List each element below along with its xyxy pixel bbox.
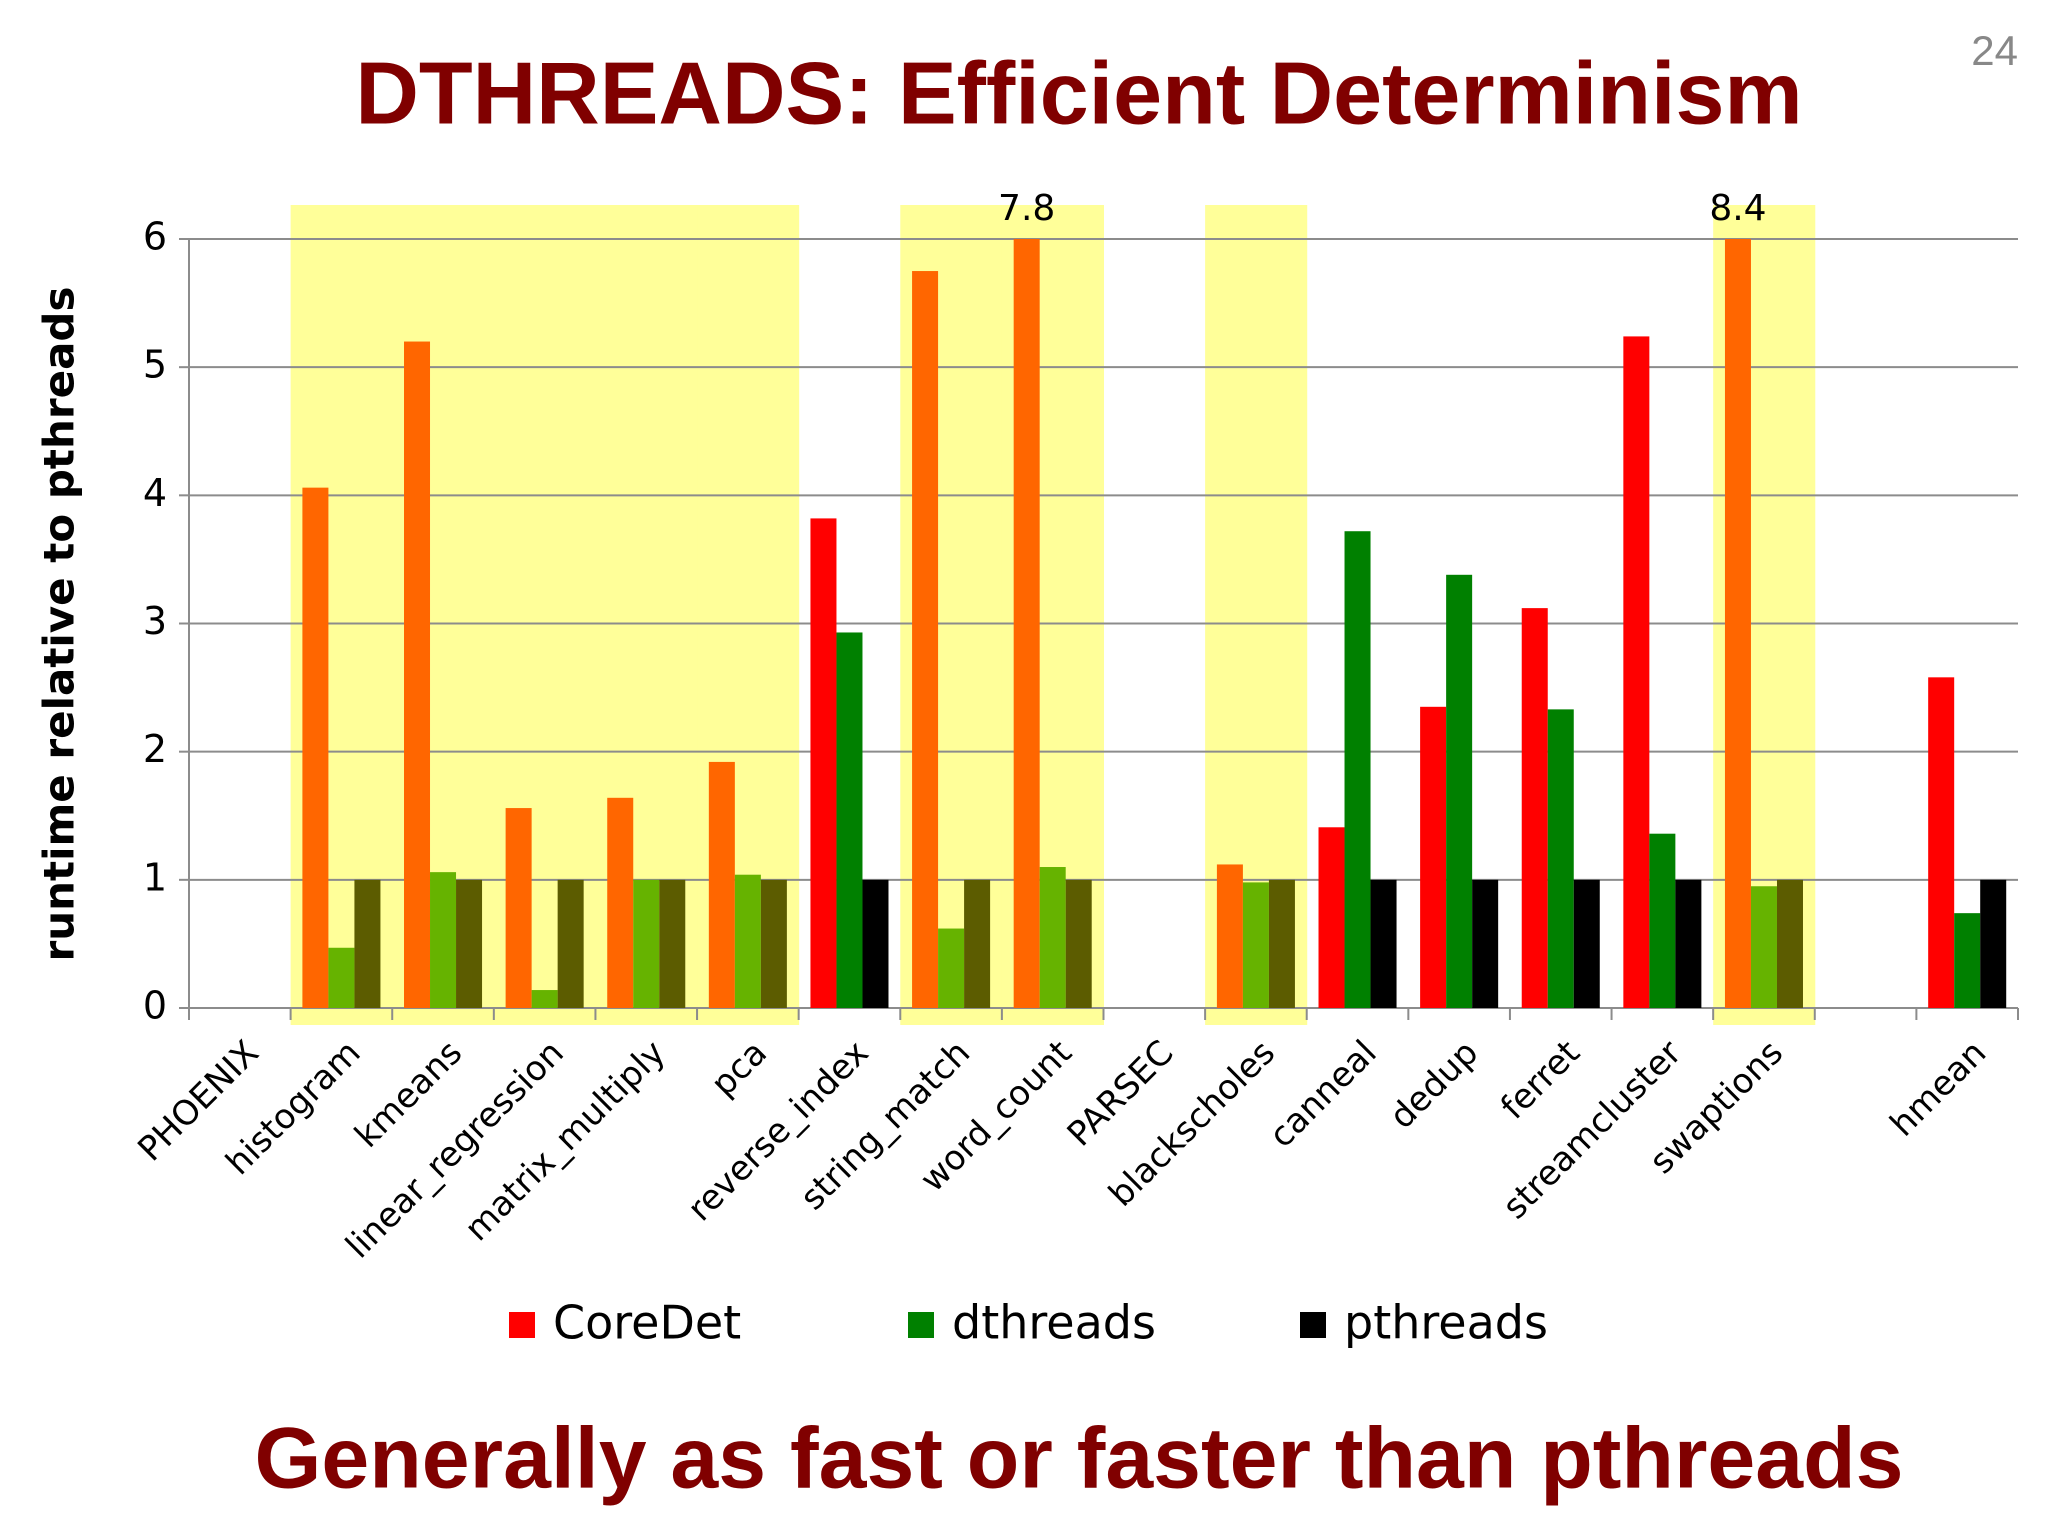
data-label: 7.8 (998, 188, 1055, 229)
legend-swatch (908, 1312, 934, 1338)
bar (1776, 879, 1803, 1008)
bar (456, 879, 483, 1008)
bar (836, 632, 863, 1008)
legend-label: pthreads (1344, 1296, 1548, 1350)
bar (1344, 531, 1371, 1008)
x-tick-label: reverse_index (680, 1033, 876, 1229)
bar (938, 928, 965, 1008)
x-tick-label: dedup (1382, 1033, 1486, 1137)
legend-swatch (1300, 1312, 1326, 1338)
bar (734, 874, 761, 1008)
bar (1268, 879, 1295, 1008)
legend-label: dthreads (952, 1296, 1156, 1350)
bar (1039, 867, 1066, 1008)
bar (1573, 879, 1600, 1008)
bar (1649, 833, 1676, 1008)
bar (328, 947, 355, 1008)
y-tick-label: 2 (143, 727, 167, 771)
bar (912, 271, 939, 1009)
y-tick-label: 4 (143, 471, 167, 515)
slide-title: DTHREADS: Efficient Determinism (355, 43, 1802, 142)
bar (964, 879, 991, 1008)
y-tick-label: 6 (143, 215, 167, 259)
bar (430, 872, 457, 1008)
bar (1954, 913, 1981, 1008)
bar (1420, 706, 1447, 1008)
bar (862, 879, 889, 1008)
x-tick-label: canneal (1262, 1033, 1385, 1156)
bar (354, 879, 381, 1008)
x-tick-label: pca (703, 1033, 775, 1105)
bar (1980, 879, 2007, 1008)
bar (1750, 886, 1777, 1008)
bar (1216, 864, 1243, 1008)
bar (531, 990, 558, 1008)
y-tick-label: 1 (143, 855, 167, 899)
legend-label: CoreDet (553, 1296, 741, 1350)
x-tick-label: ferret (1493, 1033, 1588, 1128)
bar (1724, 239, 1751, 1008)
bar (1623, 336, 1650, 1008)
bar (557, 879, 584, 1008)
bar (1521, 608, 1548, 1008)
y-tick-label: 3 (143, 599, 167, 643)
y-tick-label: 5 (143, 343, 167, 387)
bars (302, 239, 2007, 1009)
page-number: 24 (1971, 27, 2018, 74)
bar (810, 518, 837, 1008)
bar (659, 879, 686, 1008)
x-tick-label: streamcluster (1495, 1033, 1689, 1227)
y-tick-label: 0 (143, 984, 167, 1028)
bar (633, 879, 660, 1008)
bar (302, 487, 329, 1009)
bar (1472, 879, 1499, 1008)
bar (1242, 882, 1269, 1008)
bar (1318, 827, 1345, 1008)
bar (760, 879, 787, 1008)
bar (1446, 574, 1473, 1008)
bar (1013, 239, 1040, 1009)
bar (708, 761, 735, 1008)
x-tick-label: hmean (1883, 1033, 1995, 1145)
legend-swatch (509, 1312, 535, 1338)
bar (1675, 879, 1702, 1008)
bar (1065, 879, 1092, 1008)
bar (1547, 709, 1574, 1008)
bar (1928, 677, 1955, 1008)
data-label: 8.4 (1709, 188, 1766, 229)
bar (607, 797, 634, 1008)
bar (1370, 879, 1397, 1008)
y-axis-label: runtime relative to pthreads (35, 287, 84, 962)
bar (404, 341, 431, 1008)
footer: Generally as fast or faster than pthread… (255, 1411, 1904, 1507)
bar (505, 808, 532, 1008)
